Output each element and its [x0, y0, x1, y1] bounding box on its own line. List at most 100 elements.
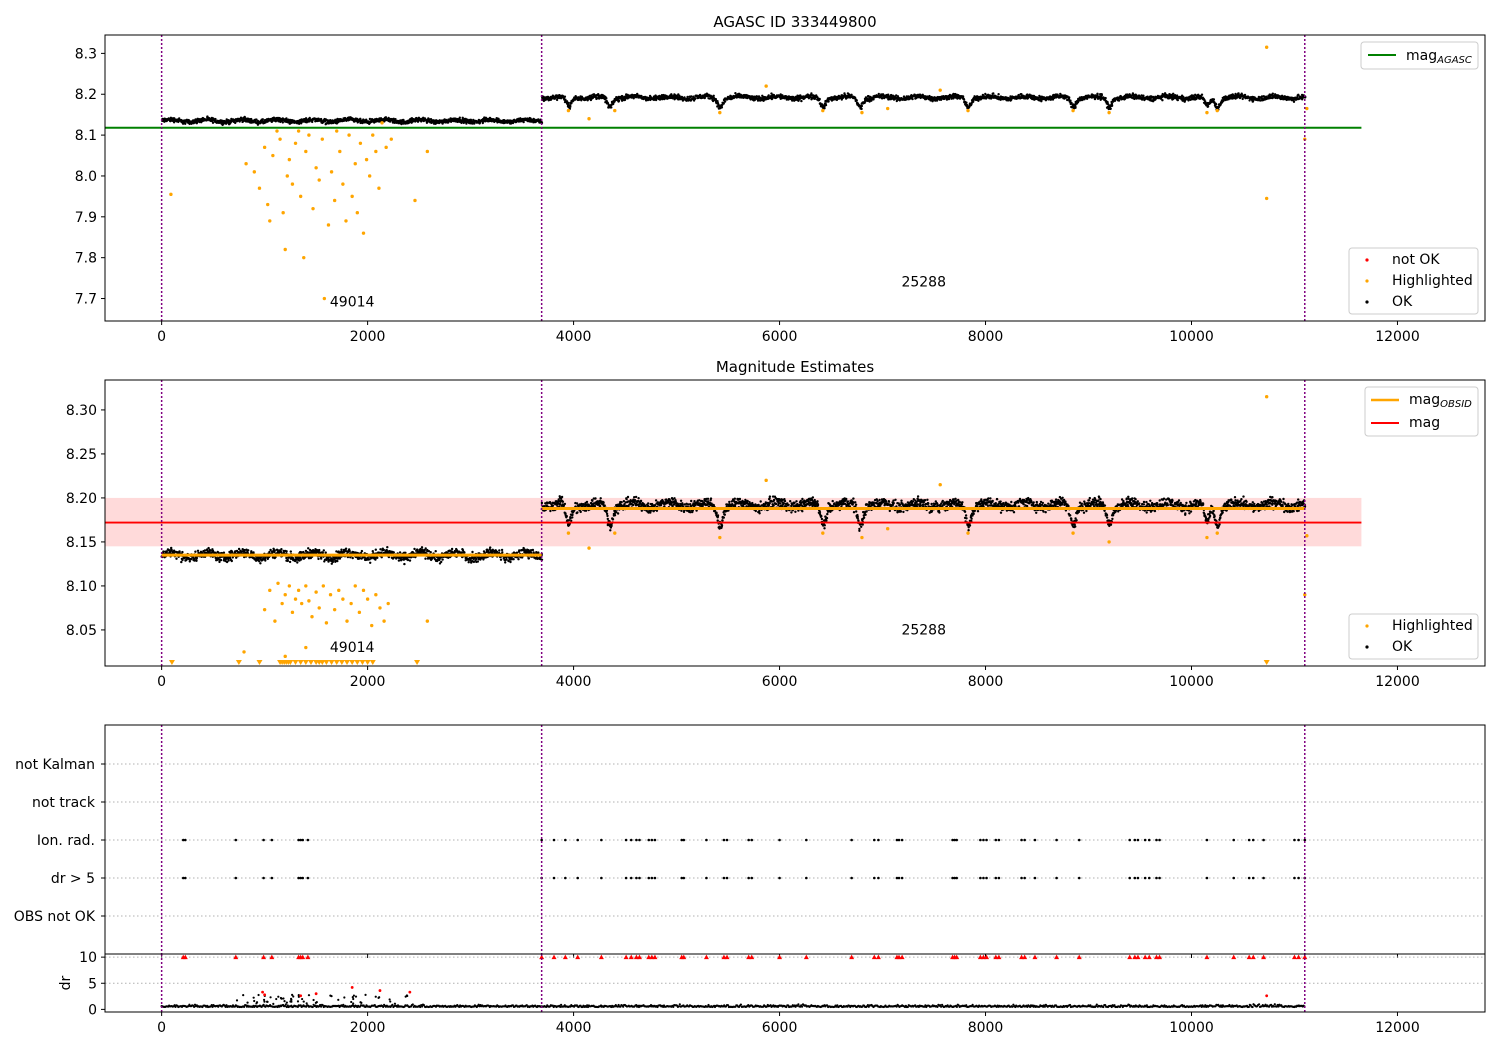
highlighted-point — [389, 137, 393, 141]
obsid-annotation: 49014 — [330, 295, 375, 311]
ok-point — [338, 557, 342, 560]
ok-point — [394, 119, 397, 122]
y-tick-label: 7.7 — [75, 292, 97, 308]
ok-point — [334, 118, 337, 122]
highlighted-point — [287, 157, 292, 162]
ok-point — [1214, 103, 1218, 106]
ok-point — [285, 556, 288, 560]
highlighted-point — [425, 149, 430, 154]
panel1-legend-points: not OK Highlighted OK — [1348, 247, 1479, 315]
highlighted-point — [290, 182, 295, 186]
ok-point — [563, 95, 567, 98]
x-tick-label: 2000 — [350, 329, 386, 345]
ok-point — [311, 120, 314, 124]
highlighted-point — [169, 192, 173, 197]
highlighted-point — [587, 117, 591, 121]
ok-point — [440, 560, 443, 564]
ok-point — [810, 92, 813, 95]
highlighted-point — [298, 194, 303, 199]
ok-point — [489, 546, 492, 549]
x-tick-label: 4000 — [556, 329, 592, 345]
ok-point — [317, 557, 320, 561]
ok-point — [184, 122, 187, 126]
ok-point — [413, 547, 416, 551]
y-tick-label: 8.0 — [75, 169, 97, 185]
ok-point — [324, 551, 327, 554]
ok-point — [172, 121, 176, 124]
highlighted-point — [353, 162, 357, 166]
ok-point — [1106, 101, 1109, 104]
ok-point — [227, 559, 230, 562]
highlighted-point — [322, 296, 327, 301]
highlighted-point — [329, 170, 334, 174]
ok-point — [723, 100, 727, 103]
ok-point — [1069, 99, 1072, 102]
x-tick-label: 12000 — [1375, 329, 1420, 345]
ok-point — [1271, 92, 1275, 95]
ok-point — [289, 550, 292, 553]
highlighted-point — [338, 149, 342, 154]
highlighted-point — [271, 153, 275, 158]
highlighted-point — [252, 170, 257, 174]
ok-point — [567, 101, 570, 105]
highlighted-point — [384, 145, 388, 150]
ok-point — [196, 549, 200, 552]
ok-point — [610, 106, 613, 109]
ok-point — [617, 99, 621, 103]
highlighted-point — [296, 129, 301, 133]
ok-point — [1142, 94, 1145, 97]
highlighted-point — [1264, 45, 1269, 49]
ok-point — [340, 548, 343, 551]
y-tick-label: 7.9 — [75, 210, 97, 226]
ok-point — [504, 561, 507, 564]
y-tick-label: 8.3 — [75, 46, 97, 62]
highlighted-point — [335, 129, 339, 133]
highlighted-point — [285, 174, 289, 178]
highlighted-point — [332, 198, 337, 203]
ok-point — [321, 551, 324, 554]
ok-point — [471, 550, 474, 554]
ok-point — [434, 550, 437, 553]
legend-ok-marker — [1365, 300, 1369, 304]
panel1-ticks: 0 2000 4000 6000 8000 10000 120007.77.87.98.08… — [75, 46, 1420, 345]
ok-point — [877, 92, 880, 96]
ok-point — [386, 546, 389, 549]
ok-point — [800, 99, 803, 103]
ok-point — [286, 559, 289, 563]
ok-point — [1176, 98, 1180, 102]
ok-point — [376, 556, 379, 559]
ok-point — [348, 549, 351, 553]
highlighted-point — [413, 198, 417, 203]
ok-point — [371, 550, 374, 553]
ok-point — [500, 548, 504, 552]
ok-point — [255, 118, 258, 121]
ok-point — [501, 551, 504, 554]
ok-point — [280, 548, 283, 551]
ok-point — [860, 104, 863, 108]
ok-point — [827, 100, 830, 103]
ok-point — [190, 557, 193, 561]
ok-point — [690, 95, 693, 98]
ok-point — [1212, 98, 1216, 101]
ok-point — [467, 561, 470, 564]
ok-point — [397, 559, 401, 562]
ok-point — [264, 559, 267, 562]
highlighted-point — [938, 88, 942, 92]
ok-point — [992, 92, 995, 95]
highlighted-point — [275, 129, 279, 133]
ok-point — [211, 121, 215, 125]
highlighted-point — [355, 211, 360, 215]
ok-point — [392, 551, 395, 554]
highlighted-point — [266, 202, 270, 207]
ok-point — [258, 560, 261, 563]
ok-point — [194, 550, 197, 553]
highlighted-point — [364, 157, 369, 162]
ok-point — [1110, 102, 1114, 106]
highlighted-point — [341, 182, 345, 186]
y-tick-label: 8.2 — [75, 87, 97, 103]
ok-point — [285, 550, 288, 553]
ok-point — [234, 121, 237, 125]
highlighted-point — [311, 206, 315, 211]
ok-point — [698, 93, 702, 97]
